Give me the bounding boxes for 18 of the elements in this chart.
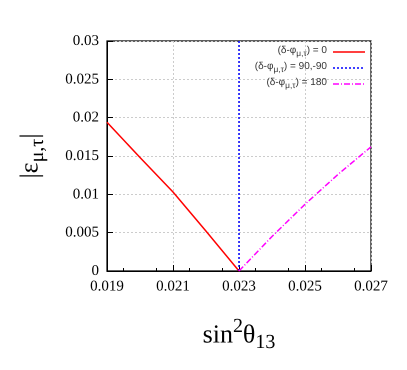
y-tick-label: 0 xyxy=(92,263,99,279)
y-axis-title: |εμ,τ| xyxy=(14,133,48,179)
legend-label: (δ-φ$_{μ,τ}$) = 180 xyxy=(266,76,327,92)
x-tick-label: 0.021 xyxy=(156,278,190,294)
x-tick-label: 0.023 xyxy=(222,278,256,294)
y-tick-label: 0.01 xyxy=(72,186,99,202)
line-series xyxy=(238,146,372,272)
x-tick-label: 0.019 xyxy=(90,278,124,294)
y-tick-label: 0.02 xyxy=(72,110,99,126)
y-tick-label: 0.03 xyxy=(72,33,99,49)
y-tick-label: 0.005 xyxy=(65,224,99,241)
legend-label: (δ-φ$_{μ,τ}$) = 0 xyxy=(278,44,327,60)
y-tick-label: 0.025 xyxy=(65,71,99,88)
line-series xyxy=(106,122,240,272)
x-tick-label: 0.027 xyxy=(354,278,388,294)
legend-label: (δ-φ$_{μ,τ}$) = 90,-90 xyxy=(254,60,327,76)
x-tick-label: 0.025 xyxy=(288,278,322,294)
y-tick-label: 0.015 xyxy=(65,148,99,164)
